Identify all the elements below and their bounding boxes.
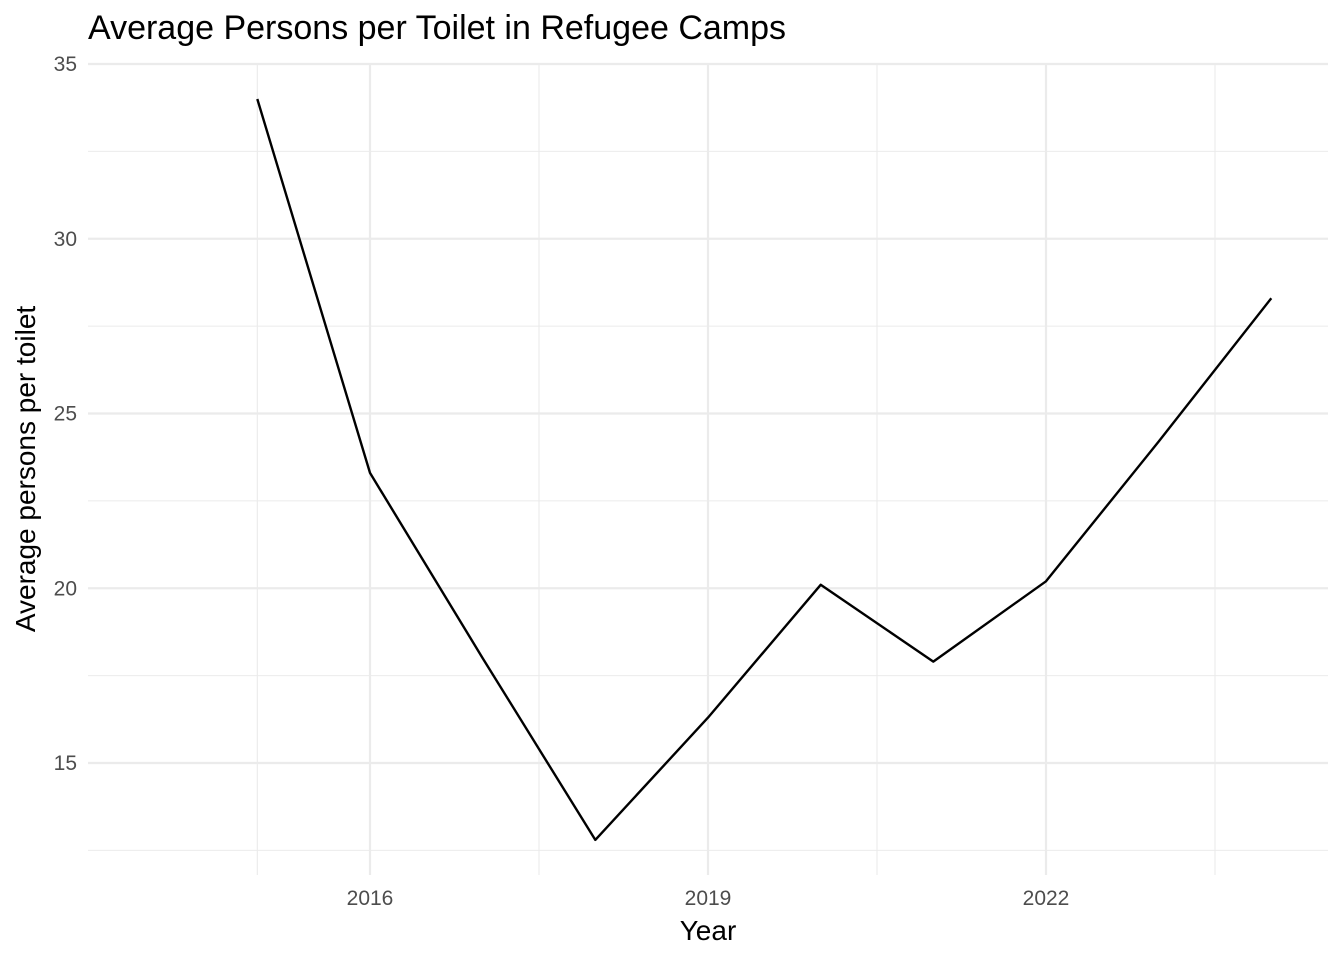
y-axis-tick-labels: 15 20 25 30 35 [54, 53, 77, 775]
x-axis-tick-labels: 2016 2019 2022 [347, 887, 1070, 910]
y-tick-label: 30 [54, 228, 77, 251]
x-tick-label: 2022 [1023, 887, 1070, 910]
x-tick-label: 2019 [685, 887, 732, 910]
y-tick-label: 25 [54, 403, 77, 426]
y-tick-label: 15 [54, 752, 77, 775]
series-line [256, 98, 1273, 842]
x-tick-label: 2016 [347, 887, 394, 910]
y-tick-label: 20 [54, 577, 77, 600]
y-tick-label: 35 [54, 53, 77, 76]
y-axis-title: Average persons per toilet [10, 306, 41, 633]
x-axis-title: Year [680, 915, 737, 946]
series-layer [256, 98, 1273, 842]
major-gridlines [88, 62, 1328, 875]
chart-title: Average Persons per Toilet in Refugee Ca… [88, 9, 786, 47]
